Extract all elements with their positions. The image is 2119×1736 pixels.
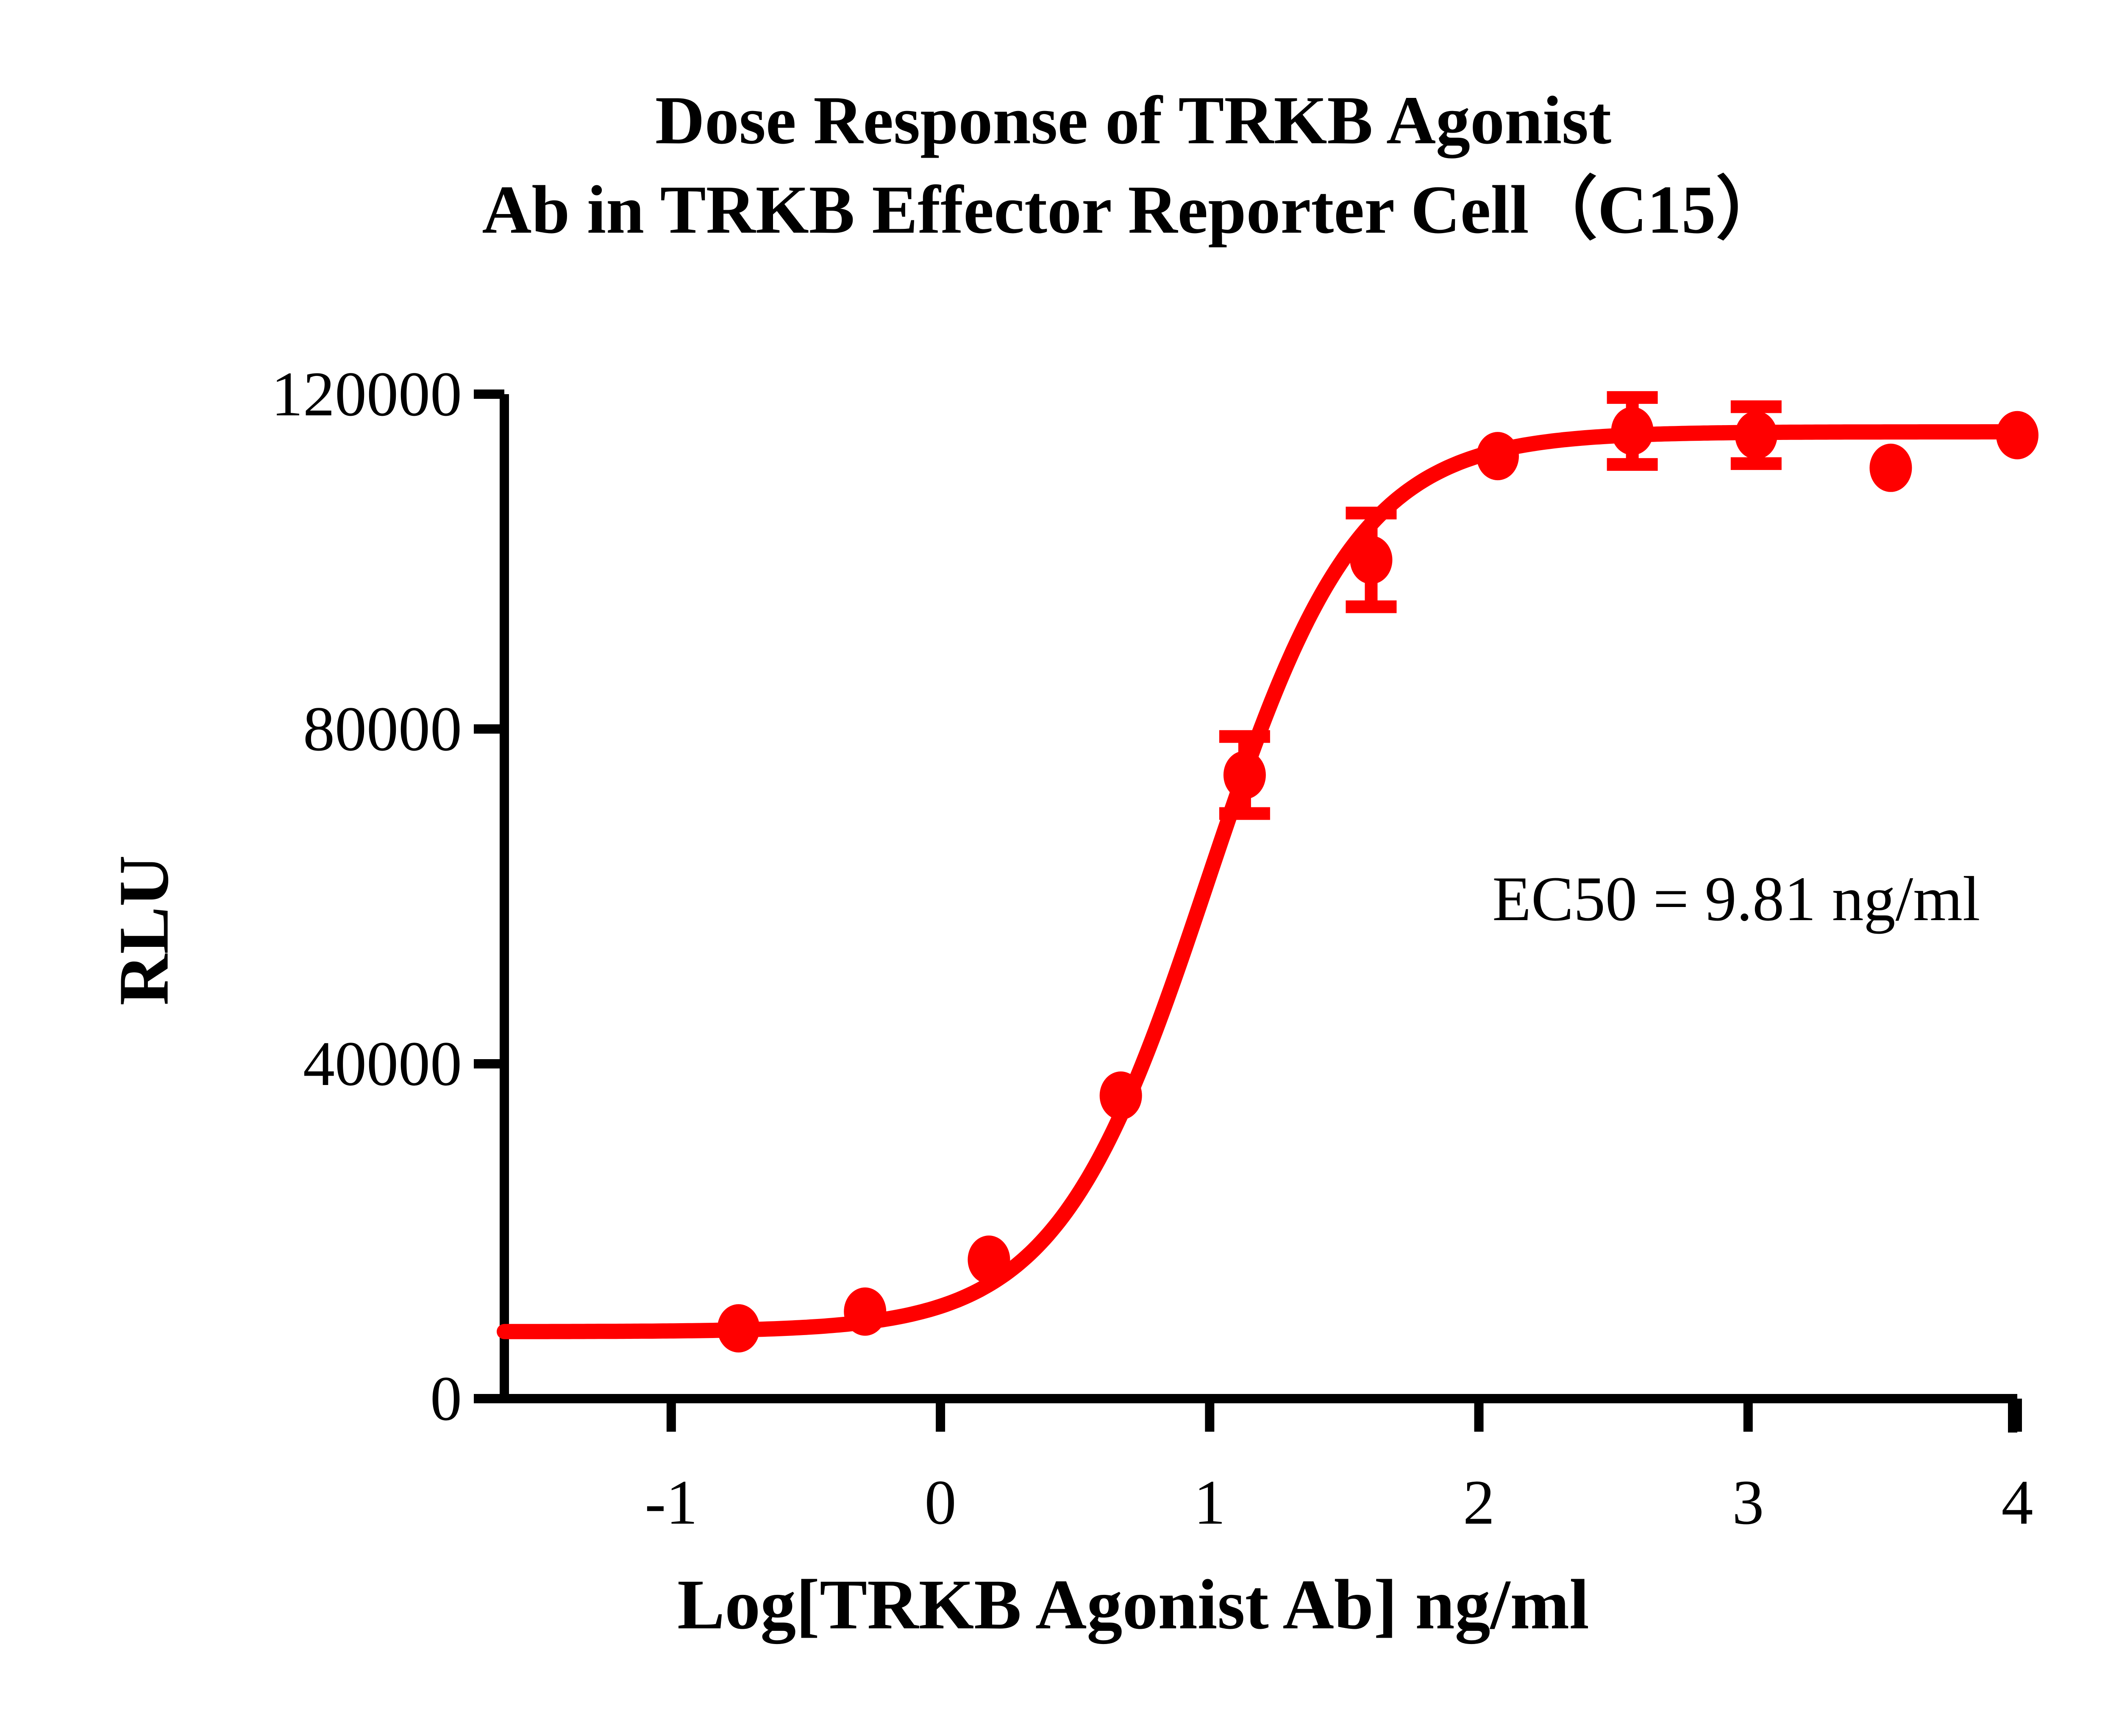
y-tick-label-0: 0: [430, 1363, 462, 1434]
data-point-7: [1611, 406, 1654, 455]
data-point-8: [1735, 411, 1777, 459]
chart-title-line-1: Dose Response of TRKB Agonist: [655, 83, 1612, 159]
chart-title-line-2: Ab in TRKB Effector Reporter Cell（C15）: [482, 172, 1785, 248]
x-tick-label-1: 0: [924, 1467, 957, 1538]
chart-title: Dose Response of TRKB Agonist Ab in TRKB…: [0, 76, 2119, 255]
y-tick-label-2: 80000: [303, 694, 462, 764]
data-point-6: [1477, 432, 1519, 481]
x-axis-title: Log[TRKB Agonist Ab] ng/ml: [677, 1565, 1589, 1644]
data-point-0: [717, 1304, 760, 1353]
x-tick-label-5: 4: [2001, 1467, 2033, 1538]
y-tick-label-1: 40000: [303, 1029, 462, 1099]
data-point-10: [1996, 411, 2038, 459]
data-point-1: [844, 1287, 887, 1336]
x-tick-label-0: -1: [645, 1467, 698, 1538]
data-point-2: [968, 1235, 1010, 1284]
y-tick-label-3: 120000: [271, 359, 462, 429]
x-tick-label-3: 2: [1463, 1467, 1495, 1538]
x-tick-label-2: 1: [1193, 1467, 1226, 1538]
x-tick-label-4: 3: [1732, 1467, 1764, 1538]
data-point-3: [1099, 1071, 1142, 1120]
y-axis-title: RLU: [104, 855, 184, 1006]
data-point-5: [1350, 536, 1393, 584]
ec50-annotation: EC50 = 9.81 ng/ml: [1492, 864, 1980, 934]
data-point-9: [1869, 443, 1912, 492]
data-point-4: [1223, 751, 1266, 799]
